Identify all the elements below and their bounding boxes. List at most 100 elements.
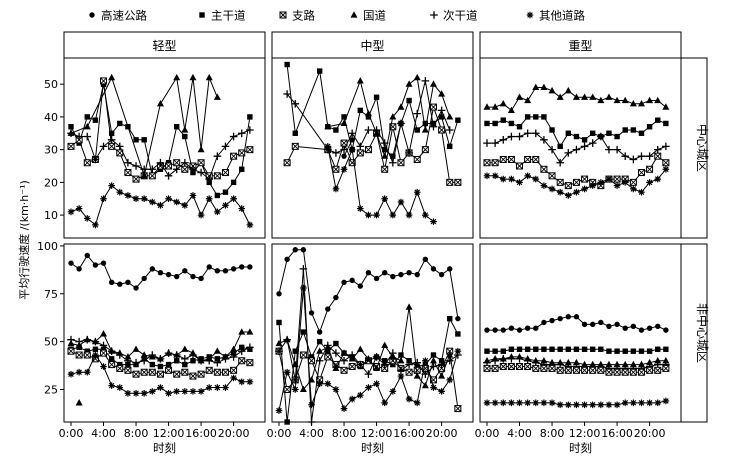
data-point xyxy=(437,360,446,369)
data-point xyxy=(222,189,229,195)
data-point xyxy=(637,169,645,177)
data-point xyxy=(589,346,596,352)
data-point xyxy=(516,162,524,170)
data-point xyxy=(247,114,253,120)
data-point xyxy=(124,169,132,177)
data-point xyxy=(541,114,547,120)
data-point xyxy=(275,407,283,414)
data-point xyxy=(149,361,156,368)
data-point xyxy=(173,370,181,378)
data-point xyxy=(213,152,222,160)
data-point xyxy=(299,351,307,359)
data-point xyxy=(230,345,238,352)
data-point xyxy=(413,73,421,81)
data-point xyxy=(540,182,548,189)
data-point xyxy=(597,96,605,104)
data-point xyxy=(284,61,290,68)
data-point xyxy=(230,350,237,356)
data-point xyxy=(638,399,645,407)
data-point xyxy=(181,355,189,363)
data-point xyxy=(645,152,654,160)
data-point xyxy=(638,130,645,136)
data-point xyxy=(332,185,340,193)
data-point xyxy=(357,205,364,212)
data-point xyxy=(308,401,315,409)
data-point xyxy=(205,366,213,374)
data-point xyxy=(454,178,462,186)
data-point xyxy=(429,103,437,111)
data-point xyxy=(292,130,298,136)
data-point xyxy=(381,146,388,153)
data-point xyxy=(413,366,421,374)
data-point xyxy=(556,158,564,167)
data-point xyxy=(189,73,197,81)
data-point xyxy=(565,130,572,136)
data-point xyxy=(421,77,430,85)
data-point xyxy=(589,366,597,374)
legend-label: 其他道路 xyxy=(539,9,585,23)
data-point xyxy=(654,175,662,183)
legend-marker-square xyxy=(199,12,205,18)
data-point xyxy=(140,165,148,174)
data-point xyxy=(548,172,556,180)
data-point xyxy=(406,97,412,104)
data-point xyxy=(125,279,131,285)
data-point xyxy=(92,346,99,352)
data-point xyxy=(197,370,205,378)
data-point xyxy=(524,172,531,180)
data-point xyxy=(654,366,662,374)
data-point xyxy=(614,348,620,354)
data-point xyxy=(340,145,348,154)
data-point xyxy=(340,349,348,356)
x-tick-label: 20:00 xyxy=(218,427,250,440)
data-point xyxy=(637,368,645,376)
data-point xyxy=(406,358,412,364)
data-point xyxy=(172,165,181,174)
y-tick-label: 10 xyxy=(44,209,58,222)
data-point xyxy=(598,319,604,326)
data-point xyxy=(446,113,454,120)
data-point xyxy=(124,158,132,167)
data-point xyxy=(316,68,323,74)
data-point xyxy=(564,86,572,94)
data-point xyxy=(390,153,396,159)
data-point xyxy=(492,327,498,333)
data-point xyxy=(364,146,372,154)
data-point xyxy=(405,211,413,219)
data-point xyxy=(597,132,605,141)
data-point xyxy=(68,124,74,130)
data-point xyxy=(646,325,653,331)
data-point xyxy=(499,155,507,163)
data-point xyxy=(132,175,140,183)
data-point xyxy=(181,368,189,376)
data-point xyxy=(157,384,164,391)
data-point xyxy=(491,103,499,110)
data-point xyxy=(291,100,300,108)
data-point xyxy=(239,344,245,351)
data-point xyxy=(291,376,300,384)
data-point xyxy=(621,179,629,186)
data-point xyxy=(373,211,380,219)
data-point xyxy=(630,127,637,133)
data-point xyxy=(148,172,156,180)
data-point xyxy=(598,346,604,352)
data-point xyxy=(230,195,237,203)
data-point xyxy=(398,271,404,278)
data-point xyxy=(581,401,588,409)
data-point xyxy=(181,388,189,395)
data-point xyxy=(389,158,397,167)
data-point xyxy=(629,178,637,186)
data-point xyxy=(621,368,629,376)
y-tick-label: 25 xyxy=(44,383,58,396)
data-point xyxy=(140,172,148,179)
data-point xyxy=(83,215,91,222)
data-point xyxy=(247,264,253,270)
data-point xyxy=(500,117,506,123)
data-point xyxy=(438,90,446,97)
data-point xyxy=(549,346,555,352)
data-point xyxy=(663,327,669,333)
data-point xyxy=(405,395,413,403)
data-point xyxy=(348,351,356,359)
data-point xyxy=(405,368,413,376)
data-point xyxy=(156,355,165,363)
